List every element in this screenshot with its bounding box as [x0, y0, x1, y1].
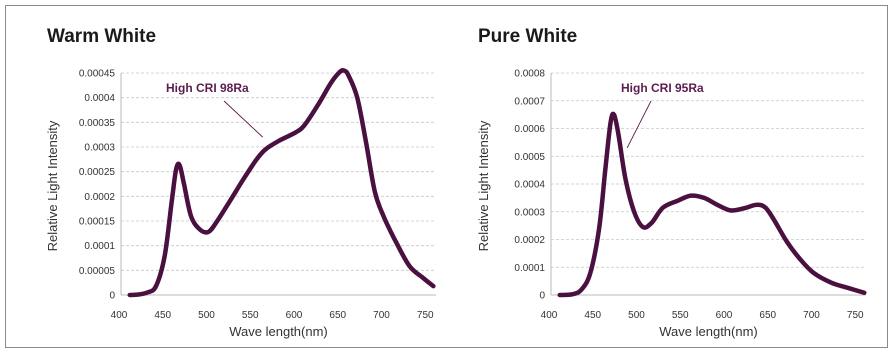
chart-title: Warm White [47, 26, 156, 47]
x-tick-label: 750 [847, 310, 864, 321]
y-tick-label: 0.00025 [79, 167, 116, 178]
x-tick-label: 650 [329, 310, 346, 321]
y-tick-label: 0.00045 [79, 69, 116, 80]
x-tick-label: 700 [803, 310, 820, 321]
y-tick-label: 0 [539, 291, 545, 302]
y-tick-label: 0.00035 [79, 118, 116, 129]
y-tick-label: 0.0003 [514, 207, 545, 218]
annotation-leader [626, 100, 652, 149]
x-tick-label: 600 [286, 310, 303, 321]
chart-panel-2: Pure White 0 0.0001 0.0002 0.0003 0.0004 0.000… [476, 26, 867, 339]
y-tick-label: 0.0004 [84, 93, 115, 104]
annotation-label: High CRI 98Ra [166, 81, 249, 95]
x-tick-label: 500 [198, 310, 215, 321]
x-tick-label: 750 [417, 310, 434, 321]
x-axis-label: Wave length(nm) [659, 324, 758, 339]
x-tick-label: 550 [672, 310, 689, 321]
x-tick-label: 700 [373, 310, 390, 321]
x-tick-label: 650 [759, 310, 776, 321]
x-tick-label: 450 [584, 310, 601, 321]
annotation-leader [223, 100, 264, 138]
y-tick-label: 0.0004 [514, 180, 545, 191]
spectrum-line [557, 111, 867, 298]
y-tick-label: 0.0001 [514, 263, 545, 274]
x-tick-label: 400 [541, 310, 558, 321]
y-axis-label: Relative Light Intensity [45, 120, 60, 251]
annotation-label: High CRI 95Ra [621, 81, 704, 95]
y-tick-label: 0.0007 [514, 96, 545, 107]
spectrum-line [127, 67, 436, 298]
x-tick-label: 550 [242, 310, 259, 321]
y-tick-label: 0.0006 [514, 124, 545, 135]
x-tick-label: 450 [154, 310, 171, 321]
x-tick-label: 600 [716, 310, 733, 321]
chart-title: Pure White [478, 26, 577, 47]
y-tick-label: 0.0002 [514, 235, 545, 246]
y-tick-label: 0.00015 [79, 217, 116, 228]
x-tick-label: 400 [111, 310, 128, 321]
y-tick-label: 0.0008 [514, 69, 545, 80]
y-tick-label: 0.00005 [79, 266, 116, 277]
y-tick-label: 0.0005 [514, 152, 545, 163]
x-tick-label: 500 [628, 310, 645, 321]
x-axis-label: Wave length(nm) [229, 324, 328, 339]
y-axis-label: Relative Light Intensity [476, 120, 491, 251]
y-tick-label: 0.0002 [84, 192, 115, 203]
y-tick-label: 0.0001 [84, 241, 115, 252]
y-tick-label: 0 [109, 291, 115, 302]
chart-panel-1: Warm White 0 0.00005 0.0001 0.00015 0.0002 0.0… [45, 26, 436, 339]
y-tick-label: 0.0003 [84, 143, 115, 154]
